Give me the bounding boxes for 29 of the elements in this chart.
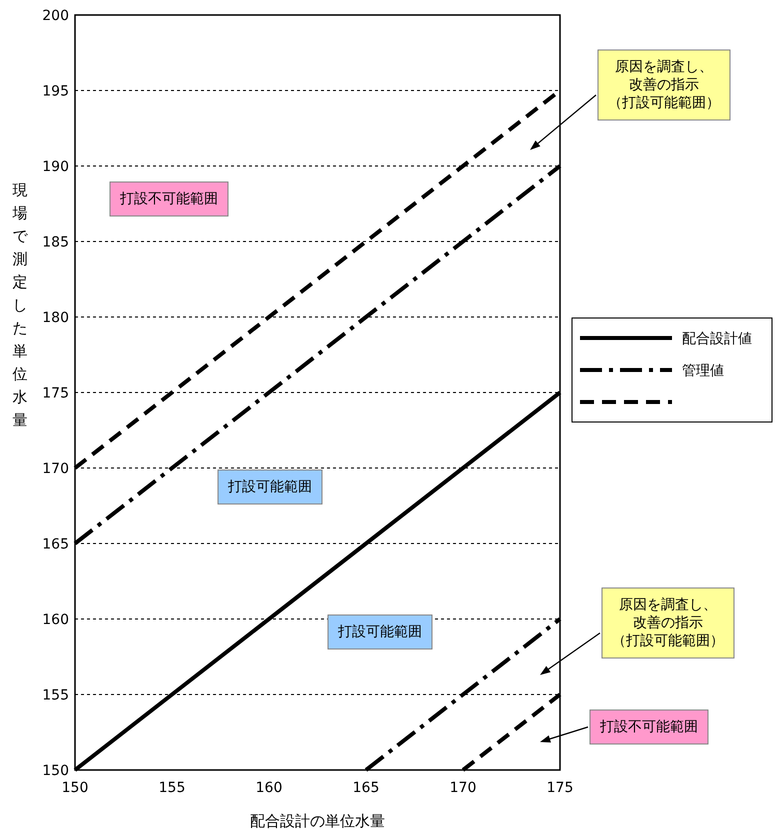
y-tick-label: 155 [42,688,69,704]
x-tick-label: 150 [62,780,88,796]
annotation: 原因を調査し、改善の指示（打設可能範囲） [598,50,730,120]
y-tick-label: 160 [42,612,69,628]
y-tick-label: 175 [42,386,69,402]
annotation: 打設不可能範囲 [590,710,708,744]
annotation: 打設可能範囲 [218,470,322,504]
text: 現場で測定した単位水量 [12,181,28,429]
y-tick-label: 180 [42,310,69,326]
y-tick-label: 195 [42,84,69,100]
y-tick-label: 165 [42,536,69,552]
x-tick-label: 170 [450,780,476,796]
annotation: 打設不可能範囲 [119,191,218,207]
y-tick-label: 190 [42,159,69,175]
y-tick-label: 200 [42,8,69,24]
legend: 配合設計値 管理値 [572,318,772,422]
y-tick-label: 150 [42,763,69,779]
annotation: 打設可能範囲 [328,614,432,650]
y-tick-label: 170 [42,461,69,477]
x-axis-title: 配合設計の単位水量 [250,812,385,830]
x-tick-label: 165 [352,780,380,796]
annotation: 打設不可能範囲 [110,182,228,216]
annotation: 打設可能範囲 [337,624,422,640]
annotation: 原因を調査し、改善の指示（打設可能範囲） [602,588,734,658]
x-tick-label: 160 [256,780,282,796]
y-tick-label: 185 [42,234,69,250]
x-tick-label: 155 [158,780,186,796]
x-tick-label: 175 [546,780,574,796]
annotation: 打設可能範囲 [227,479,312,495]
